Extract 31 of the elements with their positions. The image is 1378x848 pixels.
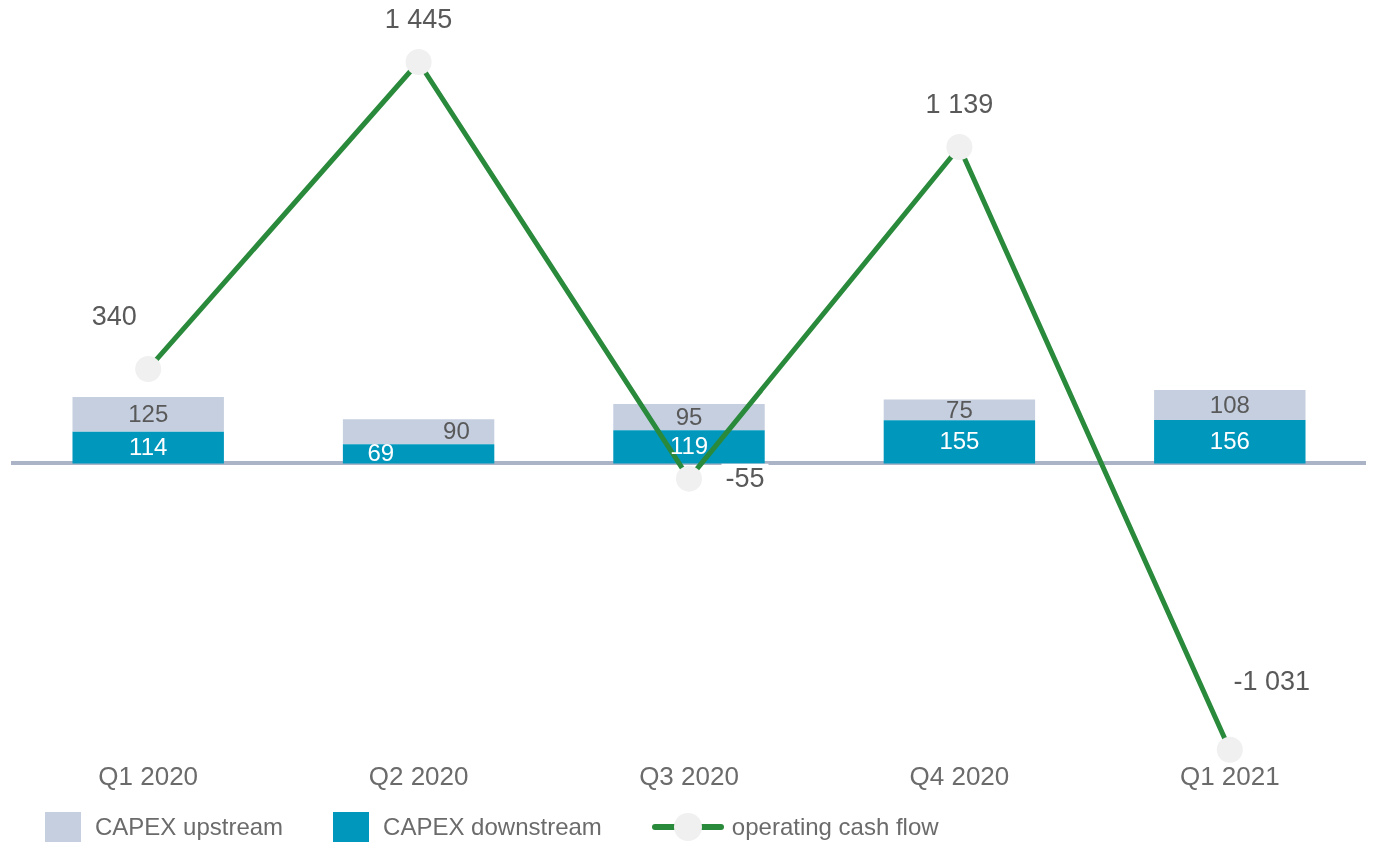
data-label: -55 bbox=[725, 463, 765, 494]
data-label: 125 bbox=[128, 400, 169, 427]
legend-label: CAPEX downstream bbox=[383, 812, 602, 841]
legend-label: CAPEX upstream bbox=[95, 812, 284, 841]
data-label: 156 bbox=[1209, 427, 1250, 455]
data-label: 1 445 bbox=[384, 4, 453, 35]
data-label: 95 bbox=[675, 402, 703, 430]
data-label: 75 bbox=[946, 395, 973, 423]
x-tick-label: Q3 2020 bbox=[639, 760, 739, 791]
data-label: 119 bbox=[669, 432, 709, 460]
bar bbox=[1154, 390, 1306, 421]
bar bbox=[883, 399, 1036, 421]
data-label: 69 bbox=[367, 439, 395, 467]
bar bbox=[72, 431, 224, 464]
x-tick-label: Q1 2020 bbox=[98, 760, 199, 791]
bar bbox=[342, 419, 495, 445]
data-label: 108 bbox=[1209, 390, 1250, 418]
data-label: 90 bbox=[443, 417, 470, 445]
bar bbox=[342, 444, 495, 464]
bar bbox=[1154, 420, 1306, 464]
data-label: 114 bbox=[129, 433, 168, 461]
legend-label: operating cash flow bbox=[731, 812, 939, 841]
x-tick-label: Q4 2020 bbox=[909, 760, 1010, 791]
data-label: 155 bbox=[939, 427, 980, 455]
bar bbox=[883, 420, 1036, 464]
data-label: 340 bbox=[91, 301, 137, 332]
data-label: -1 031 bbox=[1233, 666, 1311, 697]
data-label: 1 139 bbox=[925, 89, 994, 120]
x-tick-label: Q1 2021 bbox=[1179, 760, 1280, 791]
bar bbox=[72, 397, 224, 432]
x-tick-label: Q2 2020 bbox=[368, 760, 469, 791]
